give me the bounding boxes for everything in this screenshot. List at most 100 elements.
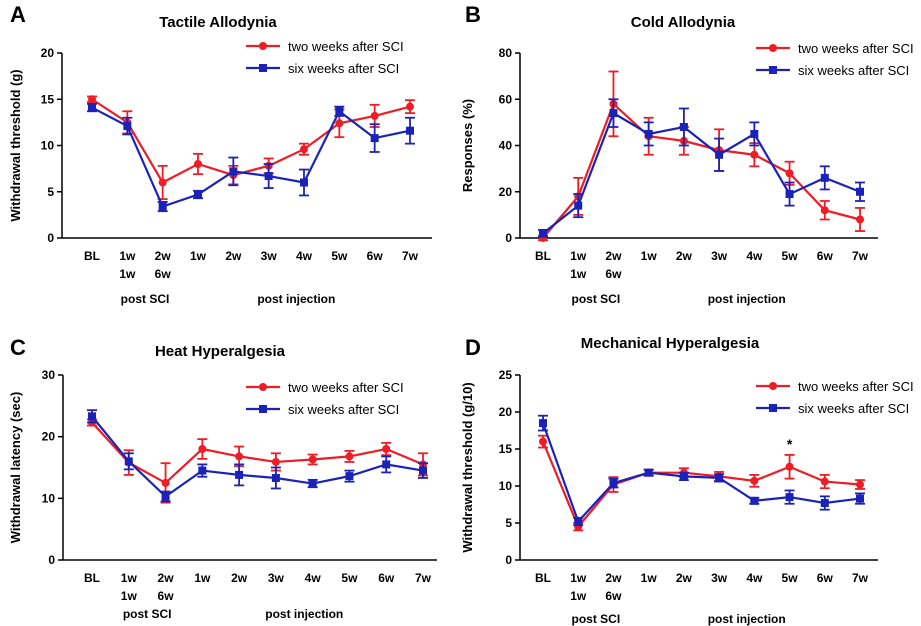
- x-tick-label: 2w: [155, 249, 172, 263]
- data-point: [609, 109, 618, 118]
- data-point: [124, 457, 133, 466]
- series-six-weeks: [87, 409, 428, 503]
- data-point: [308, 479, 317, 488]
- y-tick-label: 20: [499, 405, 513, 419]
- data-point: [88, 103, 96, 112]
- x-tick-label: 7w: [402, 249, 419, 263]
- data-point: [820, 173, 829, 182]
- x-tick-label: 2w: [605, 571, 622, 585]
- data-point: [370, 111, 379, 120]
- data-point: [345, 452, 354, 461]
- chart-panel-b: B Cold Allodynia 0 20 40 60 80 Responses (%) BL 1…: [460, 2, 914, 306]
- data-point: [644, 468, 653, 477]
- x-tick-label: 4w: [305, 571, 322, 585]
- legend-marker: [769, 382, 777, 390]
- x-tick-label: 2w: [605, 249, 622, 263]
- series-six-weeks: [87, 102, 415, 213]
- y-tick-label: 15: [41, 92, 55, 106]
- y-axis-label: Responses (%): [460, 99, 475, 192]
- data-point: [158, 202, 167, 211]
- data-point: [609, 479, 618, 488]
- data-point: [88, 95, 96, 104]
- x-tick-label-second-row: 1w: [121, 589, 138, 603]
- series-line: [91, 106, 411, 208]
- series-two-weeks: [87, 418, 428, 504]
- group-label-post-sci: post SCI: [571, 612, 620, 626]
- y-tick-label: 0: [505, 553, 512, 567]
- x-tick-label: 2w: [676, 571, 693, 585]
- data-point: [574, 201, 583, 210]
- x-tick-label: 3w: [711, 571, 728, 585]
- x-tick-label: 1w: [641, 571, 658, 585]
- x-tick-label: 5w: [341, 571, 358, 585]
- y-tick-label: 20: [42, 430, 56, 444]
- data-point: [382, 445, 391, 453]
- data-point: [88, 412, 96, 421]
- legend-label: two weeks after SCI: [798, 379, 914, 394]
- series-line: [91, 421, 424, 485]
- y-tick-label: 0: [505, 231, 512, 245]
- x-tick-label-second-row: 6w: [605, 589, 622, 603]
- legend-marker: [259, 405, 267, 413]
- data-point: [750, 496, 759, 505]
- data-point: [235, 470, 244, 479]
- y-tick-label: 15: [499, 442, 513, 456]
- x-tick-label: 1w: [570, 249, 587, 263]
- data-point: [715, 150, 724, 159]
- chart-panel-d: D Mechanical Hyperalgesia 0 5 10 15 20 25 Withdr…: [460, 335, 914, 626]
- data-point: [345, 472, 354, 481]
- x-tick-label: 4w: [296, 249, 313, 263]
- y-axis-label: Withdrawal threshold (g): [8, 69, 23, 221]
- x-tick-label-second-row: 1w: [119, 267, 136, 281]
- y-tick-label: 0: [48, 553, 55, 567]
- y-tick-label: 40: [499, 139, 513, 153]
- data-point: [750, 476, 759, 485]
- data-point: [820, 499, 829, 508]
- legend-label: two weeks after SCI: [288, 380, 404, 395]
- series-line: [542, 111, 861, 235]
- legend-label: two weeks after SCI: [288, 39, 404, 54]
- data-point: [785, 462, 794, 471]
- data-point: [820, 206, 829, 215]
- data-point: [382, 460, 391, 469]
- x-tick-label: BL: [84, 249, 100, 263]
- y-tick-label: 10: [499, 479, 513, 493]
- data-point: [750, 129, 759, 138]
- legend-label: six weeks after SCI: [798, 63, 909, 78]
- legend-marker: [259, 64, 267, 72]
- data-point: [229, 167, 238, 176]
- x-tick-label: 1w: [641, 249, 658, 263]
- x-tick-label: 4w: [746, 249, 763, 263]
- series-six-weeks: [538, 414, 865, 527]
- y-axis-label: Withdrawal latency (sec): [8, 392, 23, 544]
- data-point: [264, 172, 273, 181]
- data-point: [271, 457, 280, 466]
- x-tick-label: 6w: [378, 571, 395, 585]
- x-tick-label: BL: [535, 249, 551, 263]
- x-tick-label: 1w: [119, 249, 136, 263]
- data-point: [308, 455, 317, 464]
- x-tick-label: 3w: [261, 249, 278, 263]
- data-point: [820, 477, 829, 486]
- data-point: [856, 187, 864, 196]
- x-tick-label: 7w: [415, 571, 432, 585]
- panel-letter: C: [10, 335, 26, 360]
- legend-marker: [769, 66, 777, 74]
- data-point: [856, 480, 864, 489]
- legend-label: two weeks after SCI: [798, 41, 914, 56]
- series-line: [542, 101, 861, 239]
- x-tick-label: 3w: [268, 571, 285, 585]
- data-point: [574, 517, 583, 526]
- group-label-post-injection: post injection: [708, 612, 786, 626]
- data-point: [644, 129, 653, 138]
- data-point: [161, 478, 170, 487]
- x-tick-label: 2w: [231, 571, 248, 585]
- data-point: [750, 150, 759, 159]
- data-point: [158, 178, 167, 187]
- data-point: [785, 190, 794, 199]
- legend-marker: [769, 44, 777, 52]
- y-axis-label: Withdrawal threshold (g/10): [460, 382, 475, 552]
- data-point: [123, 122, 132, 131]
- x-tick-label: BL: [535, 571, 551, 585]
